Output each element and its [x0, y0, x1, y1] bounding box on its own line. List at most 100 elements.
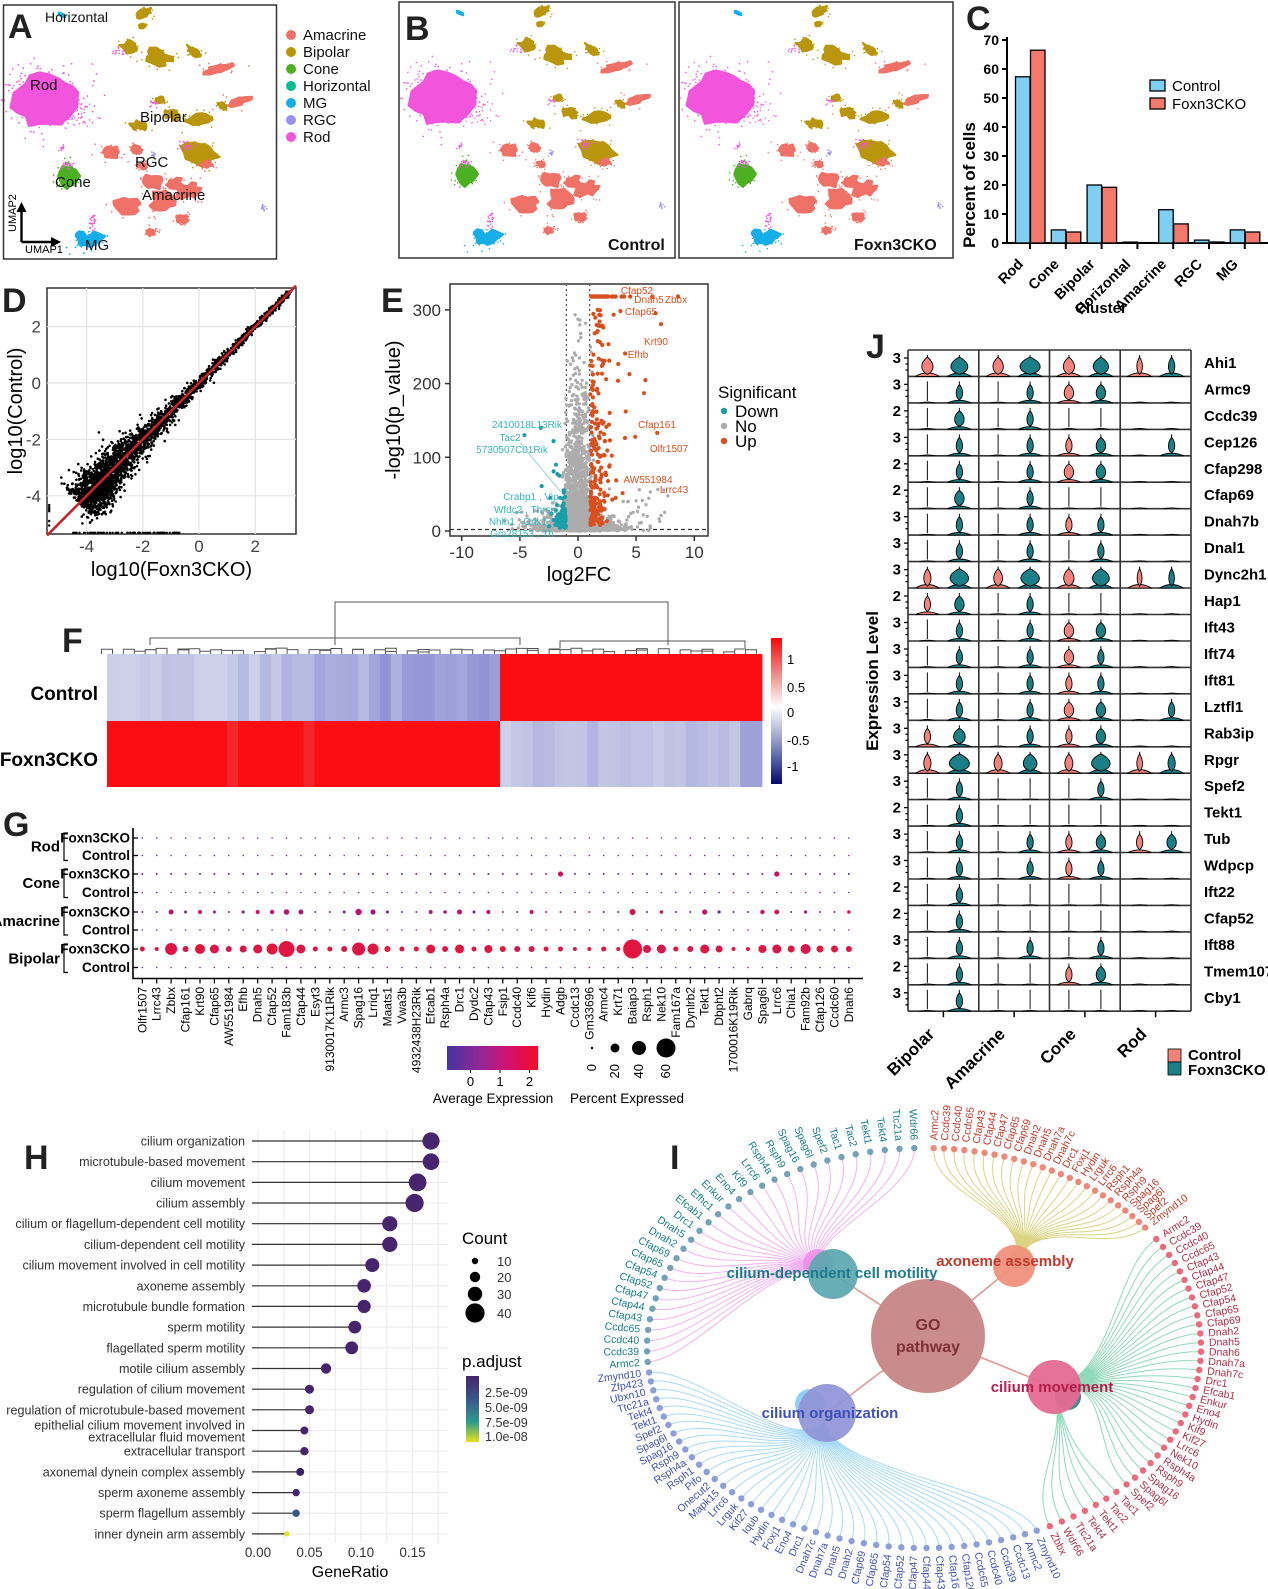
svg-text:70: 70	[983, 32, 999, 48]
svg-text:Foxn3CKO: Foxn3CKO	[1172, 96, 1246, 113]
svg-text:2: 2	[893, 403, 901, 420]
svg-text:3: 3	[893, 694, 901, 711]
svg-text:60: 60	[983, 61, 999, 77]
svg-text:Ccdc39: Ccdc39	[1204, 408, 1257, 425]
svg-text:10: 10	[685, 543, 704, 562]
svg-text:Control: Control	[1172, 78, 1220, 95]
svg-text:Cep126: Cep126	[1204, 434, 1257, 451]
svg-text:2: 2	[893, 456, 901, 473]
svg-text:UMAP2: UMAP2	[7, 194, 19, 232]
svg-text:3: 3	[893, 350, 901, 367]
svg-text:3: 3	[893, 985, 901, 1002]
svg-text:Zbbx: Zbbx	[665, 295, 687, 306]
svg-text:cilium or flagellum-dependent: cilium or flagellum-dependent cell motil…	[15, 1217, 245, 1231]
svg-text:Dnah2: Dnah2	[1208, 1325, 1240, 1339]
svg-text:G: G	[3, 806, 29, 844]
svg-text:Up: Up	[735, 432, 757, 451]
svg-text:2410018L13Rik: 2410018L13Rik	[492, 420, 563, 431]
svg-text:Lrrc43: Lrrc43	[150, 987, 164, 1021]
svg-text:1700016K19Rik: 1700016K19Rik	[727, 986, 741, 1072]
svg-text:Ccdc39: Ccdc39	[939, 1104, 954, 1141]
svg-text:UMAP1: UMAP1	[25, 244, 63, 256]
svg-text:Efhb: Efhb	[236, 987, 250, 1012]
svg-text:Cfap47: Cfap47	[907, 1556, 920, 1589]
svg-text:10: 10	[983, 206, 999, 222]
svg-text:-10: -10	[449, 543, 474, 562]
svg-text:AW551984: AW551984	[222, 987, 236, 1046]
svg-text:Dnah7c: Dnah7c	[1207, 1365, 1244, 1381]
svg-text:Rod: Rod	[31, 839, 60, 856]
svg-text:-2: -2	[26, 430, 41, 449]
svg-text:Tub: Tub	[1204, 831, 1230, 848]
svg-text:3: 3	[893, 429, 901, 446]
svg-text:extracellular transport: extracellular transport	[124, 1445, 246, 1459]
svg-text:1: 1	[787, 652, 794, 667]
svg-text:RGC: RGC	[303, 112, 337, 129]
svg-text:Ttc21a: Ttc21a	[889, 1108, 904, 1141]
svg-text:Drc1: Drc1	[1204, 1375, 1228, 1390]
svg-text:flagellated sperm motility: flagellated sperm motility	[106, 1341, 245, 1355]
svg-text:Horizontal: Horizontal	[45, 9, 108, 25]
svg-text:cilium assembly: cilium assembly	[156, 1197, 246, 1211]
svg-text:motile cilium assembly: motile cilium assembly	[119, 1362, 246, 1376]
svg-text:2: 2	[893, 879, 901, 896]
svg-text:-log10(p_value): -log10(p_value)	[383, 341, 405, 480]
svg-text:Control: Control	[82, 960, 130, 975]
svg-text:Cfap65: Cfap65	[625, 307, 658, 318]
svg-text:Ift22: Ift22	[1204, 884, 1235, 901]
svg-text:Ccdc13: Ccdc13	[568, 987, 582, 1028]
svg-text:AW551984: AW551984	[623, 475, 673, 486]
svg-text:Chia1: Chia1	[784, 987, 798, 1019]
svg-text:0: 0	[432, 522, 441, 541]
svg-text:Cfap52: Cfap52	[892, 1555, 907, 1589]
svg-text:Cfap52: Cfap52	[621, 286, 654, 297]
svg-text:Tac2: Tac2	[842, 1124, 859, 1149]
svg-text:Tekt1: Tekt1	[698, 987, 712, 1016]
svg-text:MG: MG	[85, 237, 109, 254]
svg-text:Baiap3: Baiap3	[626, 987, 640, 1025]
svg-text:Olfr1507: Olfr1507	[135, 987, 149, 1033]
svg-text:Wfdc2 , Thrsp: Wfdc2 , Thrsp	[494, 505, 556, 516]
svg-text:Armc3: Armc3	[337, 987, 351, 1022]
svg-text:2: 2	[893, 800, 901, 817]
svg-text:Rpgr: Rpgr	[1204, 752, 1239, 769]
svg-text:Dnah6: Dnah6	[1209, 1346, 1240, 1359]
svg-text:Ift88: Ift88	[1204, 937, 1235, 954]
svg-text:Rod: Rod	[303, 129, 331, 146]
svg-text:Tekt1: Tekt1	[857, 1118, 874, 1145]
svg-text:p.adjust: p.adjust	[462, 1352, 522, 1371]
svg-text:60: 60	[658, 1064, 673, 1078]
svg-text:1.0e-08: 1.0e-08	[485, 1430, 528, 1444]
svg-text:Foxn3CKO: Foxn3CKO	[854, 237, 937, 254]
svg-text:Spef2: Spef2	[1204, 778, 1245, 795]
svg-text:cilium movement: cilium movement	[991, 1379, 1114, 1396]
svg-text:100: 100	[413, 448, 441, 467]
svg-text:Krt71: Krt71	[611, 987, 625, 1016]
svg-text:3: 3	[893, 535, 901, 552]
svg-text:3: 3	[893, 615, 901, 632]
svg-text:Foxn3CKO: Foxn3CKO	[60, 905, 130, 920]
svg-text:axoneme assembly: axoneme assembly	[137, 1279, 246, 1293]
svg-text:Dynlrb2: Dynlrb2	[683, 987, 697, 1029]
svg-text:Armc9: Armc9	[1204, 381, 1251, 398]
svg-text:Rab3ip: Rab3ip	[1204, 725, 1254, 742]
svg-text:Lrrc6: Lrrc6	[770, 987, 784, 1015]
svg-text:3: 3	[893, 667, 901, 684]
svg-text:3: 3	[893, 376, 901, 393]
svg-text:microtubule-based movement: microtubule-based movement	[79, 1155, 245, 1169]
svg-text:Cluster: Cluster	[1075, 300, 1127, 317]
svg-text:Control: Control	[30, 684, 98, 705]
svg-text:log2FC: log2FC	[547, 564, 611, 586]
svg-text:Tekt1: Tekt1	[1204, 805, 1242, 822]
svg-text:2: 2	[893, 588, 901, 605]
svg-text:Efcab1: Efcab1	[424, 987, 438, 1025]
svg-text:0: 0	[467, 1074, 474, 1089]
svg-text:20: 20	[497, 1270, 511, 1285]
svg-text:Nek10: Nek10	[654, 987, 668, 1022]
svg-text:Bipolar: Bipolar	[8, 951, 60, 968]
svg-text:-1: -1	[787, 759, 799, 774]
svg-text:Foxn3CKO: Foxn3CKO	[60, 867, 130, 882]
svg-text:Cfap65: Cfap65	[207, 987, 221, 1026]
svg-text:-2: -2	[135, 537, 150, 556]
svg-text:3: 3	[893, 826, 901, 843]
